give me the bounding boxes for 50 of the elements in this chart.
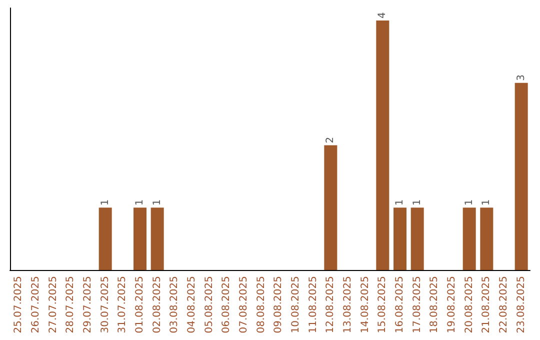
x-tick-label: 16.08.2025 — [394, 276, 406, 334]
bar — [98, 208, 112, 270]
x-tick-label: 28.07.2025 — [65, 276, 76, 334]
x-tick-label: 18.08.2025 — [429, 276, 440, 334]
x-tick-label: 14.08.2025 — [360, 276, 371, 334]
x-tick-label: 17.08.2025 — [412, 276, 423, 334]
x-tick-label: 30.07.2025 — [100, 276, 111, 334]
data-label: 2 — [325, 136, 336, 144]
bar — [324, 145, 338, 270]
bar — [462, 208, 476, 270]
x-tick-label: 29.07.2025 — [82, 276, 94, 334]
x-tick-label: 21.08.2025 — [481, 276, 492, 334]
bar — [480, 208, 494, 270]
data-label: 3 — [516, 74, 527, 81]
x-tick-label: 08.08.2025 — [256, 276, 267, 334]
x-tick-label: 02.08.2025 — [152, 276, 163, 334]
x-tick-label: 10.08.2025 — [290, 276, 302, 334]
data-label: 1 — [464, 199, 475, 206]
x-tick-label: 01.08.2025 — [134, 276, 146, 334]
x-tick-label: 23.08.2025 — [516, 276, 527, 334]
data-label: 4 — [377, 12, 388, 18]
x-tick-label: 25.07.2025 — [13, 276, 24, 334]
x-tick-label: 06.08.2025 — [221, 276, 232, 334]
x-tick-label: 12.08.2025 — [325, 276, 336, 334]
data-label: 1 — [134, 199, 146, 206]
x-tick-label: 27.07.2025 — [48, 276, 59, 334]
x-tick-label: 13.08.2025 — [342, 276, 354, 334]
x-tick-label: 07.08.2025 — [238, 276, 250, 334]
x-tick-label: 31.07.2025 — [117, 276, 128, 334]
data-label: 1 — [481, 199, 492, 206]
data-label: 1 — [152, 199, 163, 206]
data-label: 1 — [412, 199, 423, 206]
x-tick-label: 19.08.2025 — [446, 276, 458, 334]
x-tick-label: 04.08.2025 — [186, 276, 198, 334]
data-label: 1 — [394, 199, 406, 206]
bar — [134, 208, 146, 270]
x-tick-label: 11.08.2025 — [308, 276, 319, 334]
bar — [394, 208, 406, 270]
x-tick-label: 03.08.2025 — [169, 276, 180, 334]
x-tick-label: 22.08.2025 — [498, 276, 510, 334]
data-label: 1 — [100, 199, 111, 206]
x-tick-label: 09.08.2025 — [273, 276, 284, 334]
bar — [150, 208, 164, 270]
x-tick-label: 26.07.2025 — [30, 276, 42, 334]
x-tick-label: 20.08.2025 — [464, 276, 475, 334]
x-tick-label: 15.08.2025 — [377, 276, 388, 334]
bar — [410, 208, 424, 270]
x-tick-label: 05.08.2025 — [204, 276, 215, 334]
bar — [514, 82, 528, 270]
bar — [376, 20, 390, 270]
